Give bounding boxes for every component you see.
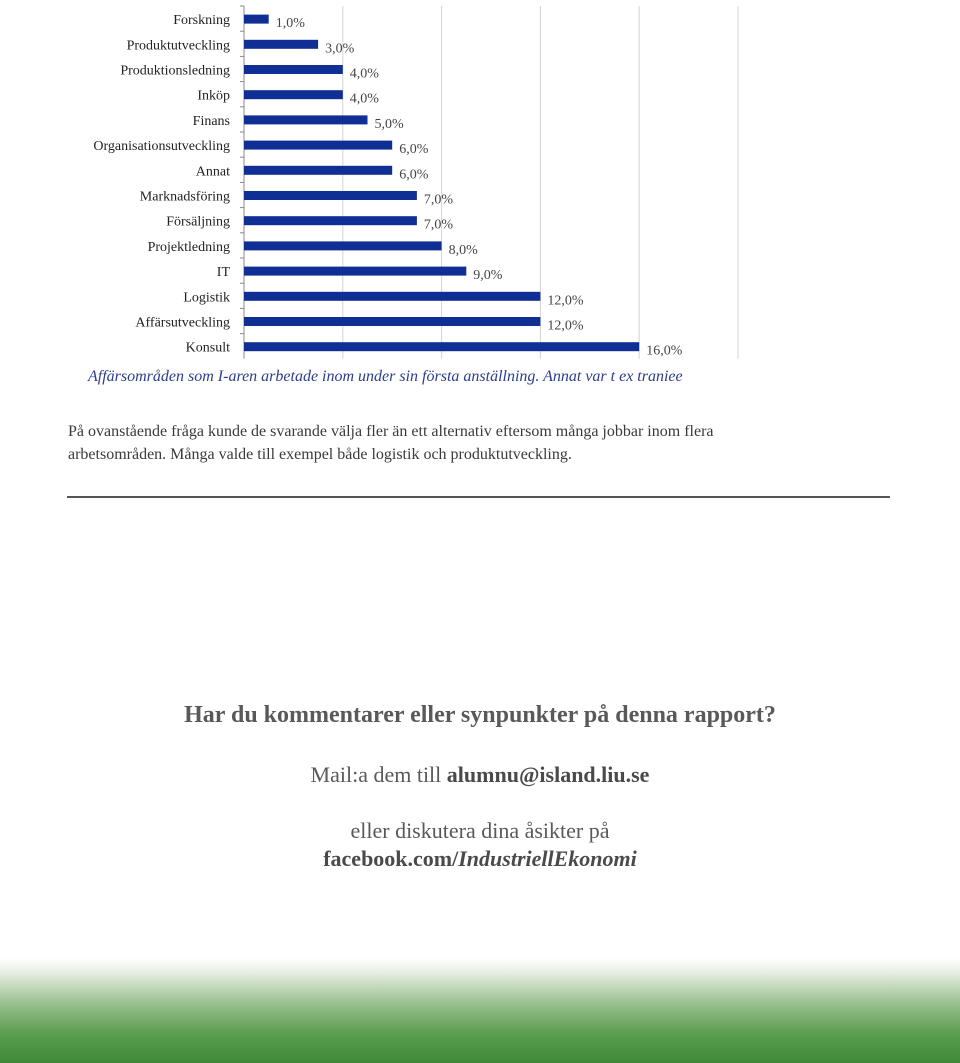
value-label: 5,0% xyxy=(375,117,405,132)
category-label: Produktionsledning xyxy=(120,64,230,79)
category-label: IT xyxy=(217,265,231,280)
bar xyxy=(244,266,467,276)
bar xyxy=(244,291,541,301)
value-label: 4,0% xyxy=(350,67,380,82)
mail-prefix: Mail:a dem till xyxy=(310,762,447,787)
mail-line: Mail:a dem till alumnu@island.liu.se xyxy=(0,762,960,788)
bar xyxy=(244,115,368,125)
category-label: Annat xyxy=(196,164,230,179)
category-label: Konsult xyxy=(186,341,230,356)
bar xyxy=(244,191,417,200)
mail-address-link[interactable]: alumnu@island.liu.se xyxy=(446,762,650,787)
category-label: Försäljning xyxy=(166,215,230,230)
chart-caption: Affärsområden som I-aren arbetade inom u… xyxy=(88,368,683,385)
value-label: 7,0% xyxy=(424,193,454,208)
value-label: 6,0% xyxy=(399,167,429,182)
bar xyxy=(244,216,417,226)
body-paragraph: På ovanstående fråga kunde de svarande v… xyxy=(68,423,714,463)
value-label: 7,0% xyxy=(424,218,454,233)
value-label: 3,0% xyxy=(325,41,355,56)
facebook-link[interactable]: facebook.com/IndustriellEkonomi xyxy=(0,846,960,872)
bar xyxy=(244,342,640,352)
footer-gradient-band xyxy=(0,958,960,1063)
facebook-prefix: facebook.com/ xyxy=(323,846,459,871)
section-divider xyxy=(67,496,890,498)
discuss-text: eller diskutera dina åsikter på xyxy=(350,818,610,843)
value-label: 16,0% xyxy=(646,344,683,359)
facebook-page-name: IndustriellEkonomi xyxy=(458,846,637,871)
bar xyxy=(244,140,393,150)
value-label: 8,0% xyxy=(449,243,479,258)
value-label: 12,0% xyxy=(547,319,584,334)
bar xyxy=(244,165,393,175)
value-label: 9,0% xyxy=(473,268,503,283)
value-label: 12,0% xyxy=(547,293,584,308)
category-label: Logistik xyxy=(183,290,230,305)
feedback-heading: Har du kommentarer eller synpunkter på d… xyxy=(184,702,776,728)
category-label: Projektledning xyxy=(148,240,230,255)
category-label: Forskning xyxy=(173,13,230,28)
bar xyxy=(244,317,541,326)
category-label: Finans xyxy=(193,114,230,129)
bar xyxy=(244,241,442,251)
value-label: 6,0% xyxy=(399,142,429,157)
value-label: 1,0% xyxy=(276,16,306,31)
category-label: Produktutveckling xyxy=(127,38,230,53)
category-label: Organisationsutveckling xyxy=(93,139,230,154)
category-label: Inköp xyxy=(197,89,230,104)
category-label: Marknadsföring xyxy=(140,190,230,205)
bar xyxy=(244,14,269,24)
bar-chart: Forskning 1,0% Produktutveckling 3,0% Produk… xyxy=(93,5,739,359)
bar xyxy=(244,65,343,74)
value-label: 4,0% xyxy=(350,92,380,107)
bar xyxy=(244,90,343,100)
category-label: Affärsutveckling xyxy=(135,316,230,331)
bar xyxy=(244,39,319,49)
